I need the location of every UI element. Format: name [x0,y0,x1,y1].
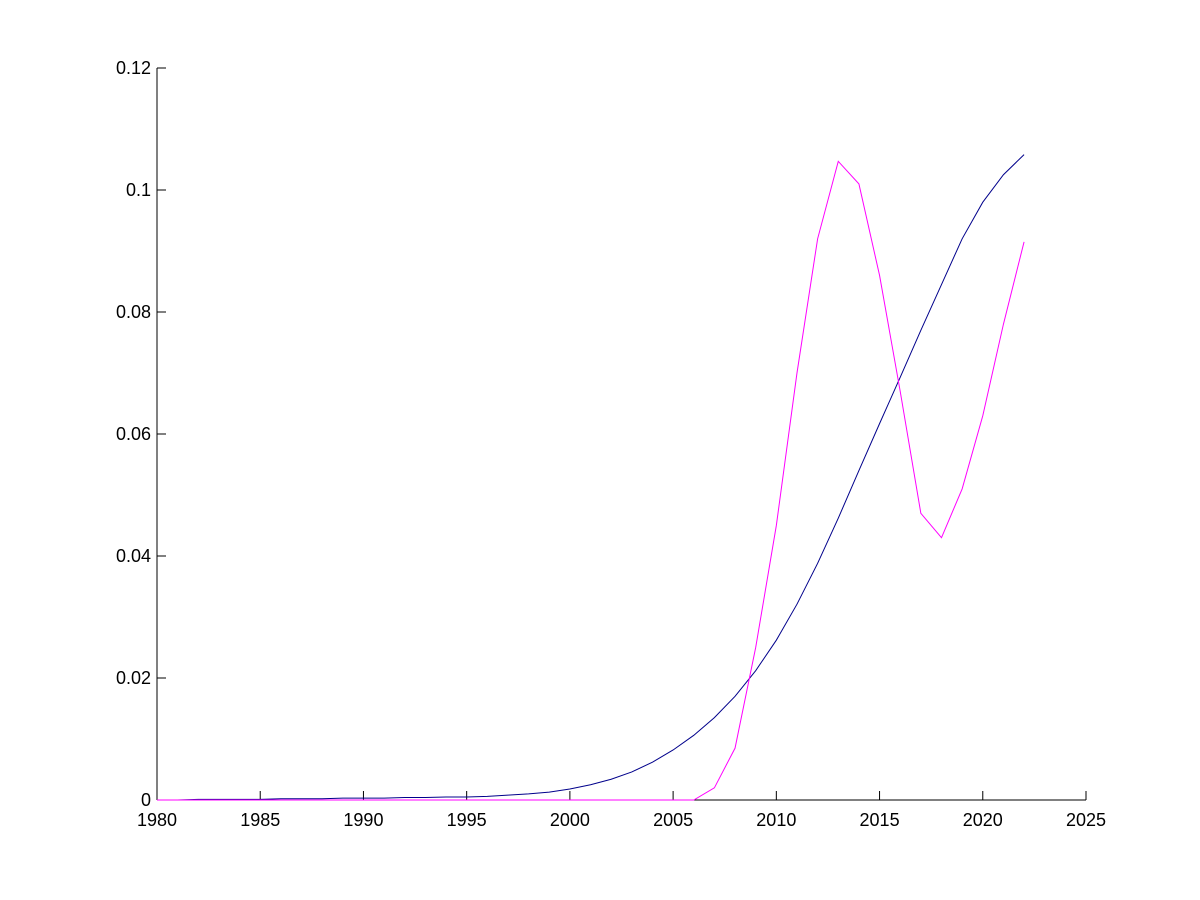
y-tick-label: 0.08 [116,302,151,322]
y-tick-label: 0.04 [116,546,151,566]
y-tick-label: 0 [141,790,151,810]
y-tick-label: 0.1 [126,180,151,200]
x-tick-label: 2015 [860,810,900,830]
x-tick-label: 2020 [963,810,1003,830]
x-tick-label: 1985 [240,810,280,830]
y-tick-label: 0.12 [116,58,151,78]
line-series [157,154,1025,801]
y-tick-label: 0.06 [116,424,151,444]
x-tick-label: 1995 [447,810,487,830]
x-tick-label: 1980 [137,810,177,830]
y-tick-label: 0.02 [116,668,151,688]
line-series [157,160,1025,801]
x-tick-label: 2025 [1066,810,1106,830]
x-tick-label: 1990 [343,810,383,830]
x-tick-label: 2005 [653,810,693,830]
x-tick-label: 2010 [756,810,796,830]
x-tick-label: 2000 [550,810,590,830]
